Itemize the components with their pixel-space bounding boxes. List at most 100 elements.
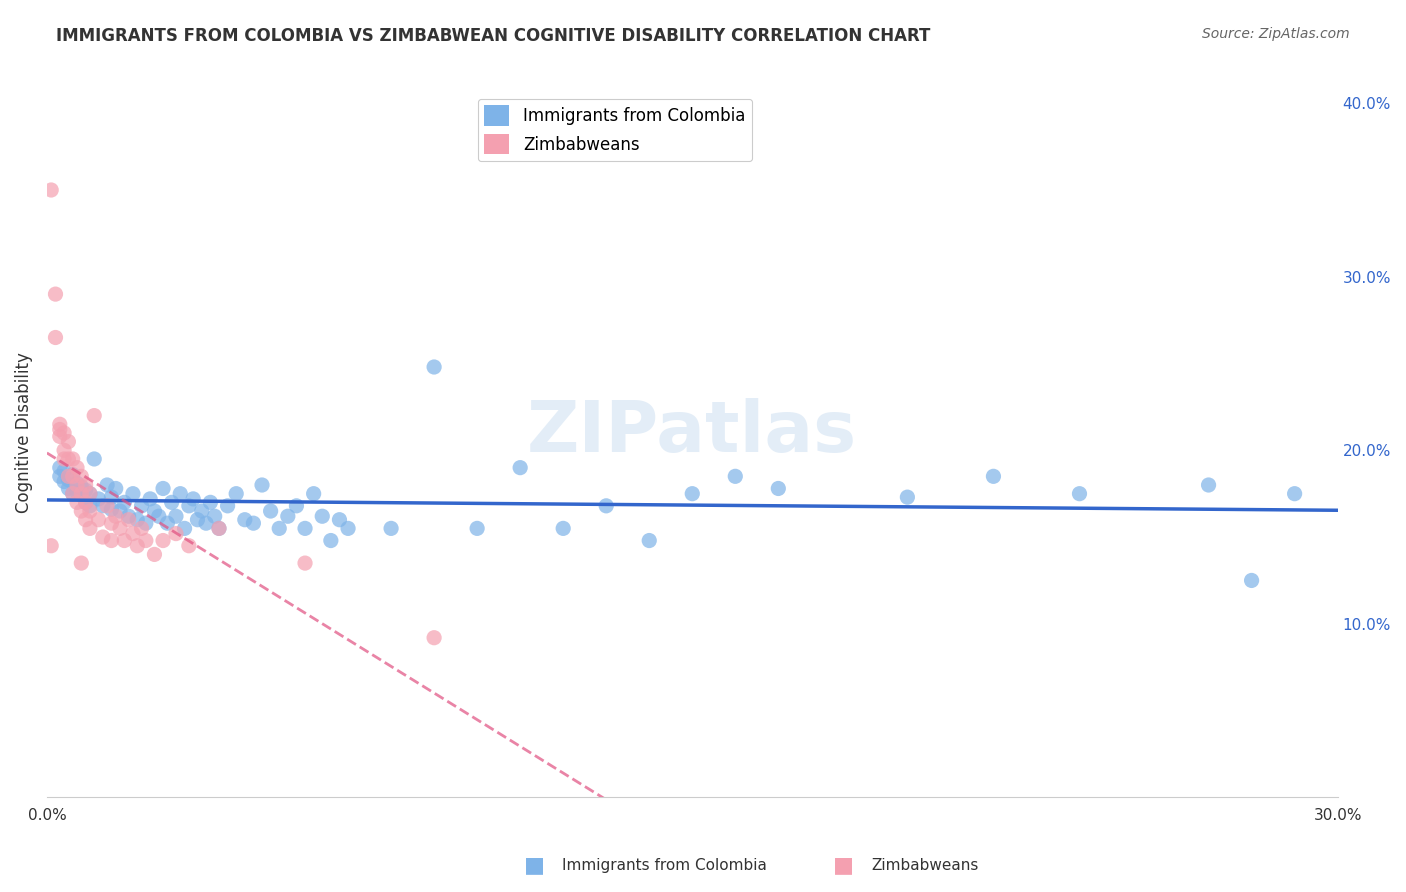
Immigrants from Colombia <box>1198 478 1220 492</box>
Zimbabweans <box>294 556 316 570</box>
Immigrants from Colombia <box>225 486 247 500</box>
Immigrants from Colombia <box>217 499 239 513</box>
Immigrants from Colombia <box>108 504 131 518</box>
Immigrants from Colombia <box>200 495 222 509</box>
Zimbabweans <box>66 478 89 492</box>
Immigrants from Colombia <box>311 509 333 524</box>
Zimbabweans <box>66 495 89 509</box>
Zimbabweans <box>131 521 153 535</box>
Zimbabweans <box>66 460 89 475</box>
Immigrants from Colombia <box>302 486 325 500</box>
Zimbabweans <box>58 469 80 483</box>
Immigrants from Colombia <box>896 490 918 504</box>
Immigrants from Colombia <box>195 516 218 531</box>
Immigrants from Colombia <box>638 533 661 548</box>
Zimbabweans <box>96 499 118 513</box>
Immigrants from Colombia <box>169 486 191 500</box>
Immigrants from Colombia <box>191 504 214 518</box>
Immigrants from Colombia <box>319 533 342 548</box>
Zimbabweans <box>165 526 187 541</box>
Immigrants from Colombia <box>160 495 183 509</box>
Text: 79: 79 <box>699 102 721 120</box>
Zimbabweans <box>87 513 110 527</box>
Immigrants from Colombia <box>509 460 531 475</box>
Immigrants from Colombia <box>62 486 84 500</box>
Immigrants from Colombia <box>177 499 200 513</box>
Zimbabweans <box>83 409 105 423</box>
Immigrants from Colombia <box>49 460 72 475</box>
Zimbabweans <box>70 486 93 500</box>
Immigrants from Colombia <box>768 482 790 496</box>
Zimbabweans <box>117 513 139 527</box>
Immigrants from Colombia <box>100 490 122 504</box>
Immigrants from Colombia <box>465 521 488 535</box>
Zimbabweans <box>108 521 131 535</box>
Text: ■: ■ <box>524 855 544 875</box>
Text: 50: 50 <box>699 130 721 148</box>
Zimbabweans <box>70 504 93 518</box>
Immigrants from Colombia <box>58 473 80 487</box>
Immigrants from Colombia <box>75 495 97 509</box>
Zimbabweans <box>75 513 97 527</box>
Immigrants from Colombia <box>233 513 256 527</box>
Zimbabweans <box>423 631 446 645</box>
Immigrants from Colombia <box>53 475 76 489</box>
Zimbabweans <box>44 330 66 344</box>
Zimbabweans <box>39 539 62 553</box>
Immigrants from Colombia <box>208 521 231 535</box>
Immigrants from Colombia <box>75 483 97 498</box>
Zimbabweans <box>79 504 101 518</box>
Immigrants from Colombia <box>58 482 80 496</box>
Text: 0.025: 0.025 <box>596 102 648 120</box>
Immigrants from Colombia <box>204 509 226 524</box>
Zimbabweans <box>104 509 127 524</box>
Immigrants from Colombia <box>83 452 105 467</box>
Y-axis label: Cognitive Disability: Cognitive Disability <box>15 352 32 514</box>
Text: ■: ■ <box>834 855 853 875</box>
Text: R =: R = <box>557 130 588 148</box>
Zimbabweans <box>58 452 80 467</box>
Immigrants from Colombia <box>173 521 195 535</box>
Immigrants from Colombia <box>135 516 157 531</box>
Zimbabweans <box>49 429 72 443</box>
Zimbabweans <box>100 533 122 548</box>
Text: -0.207: -0.207 <box>596 130 655 148</box>
Immigrants from Colombia <box>112 495 135 509</box>
Immigrants from Colombia <box>165 509 187 524</box>
Text: IMMIGRANTS FROM COLOMBIA VS ZIMBABWEAN COGNITIVE DISABILITY CORRELATION CHART: IMMIGRANTS FROM COLOMBIA VS ZIMBABWEAN C… <box>56 27 931 45</box>
Zimbabweans <box>49 417 72 432</box>
Text: Source: ZipAtlas.com: Source: ZipAtlas.com <box>1202 27 1350 41</box>
Zimbabweans <box>58 434 80 449</box>
Immigrants from Colombia <box>156 516 179 531</box>
Immigrants from Colombia <box>259 504 281 518</box>
Immigrants from Colombia <box>148 509 170 524</box>
Immigrants from Colombia <box>152 482 174 496</box>
Immigrants from Colombia <box>337 521 360 535</box>
Immigrants from Colombia <box>66 485 89 500</box>
Text: Immigrants from Colombia: Immigrants from Colombia <box>562 858 768 872</box>
Immigrants from Colombia <box>122 486 145 500</box>
Text: R =: R = <box>557 102 588 120</box>
Immigrants from Colombia <box>117 509 139 524</box>
Zimbabweans <box>44 287 66 301</box>
Zimbabweans <box>127 539 149 553</box>
Text: Zimbabweans: Zimbabweans <box>872 858 979 872</box>
Immigrants from Colombia <box>277 509 299 524</box>
Immigrants from Colombia <box>100 502 122 516</box>
Immigrants from Colombia <box>127 513 149 527</box>
Zimbabweans <box>112 533 135 548</box>
Immigrants from Colombia <box>139 491 162 506</box>
Immigrants from Colombia <box>250 478 273 492</box>
Immigrants from Colombia <box>70 488 93 502</box>
Immigrants from Colombia <box>70 480 93 494</box>
Zimbabweans <box>49 422 72 436</box>
Immigrants from Colombia <box>595 499 617 513</box>
Zimbabweans <box>62 452 84 467</box>
Zimbabweans <box>143 548 166 562</box>
Immigrants from Colombia <box>66 476 89 491</box>
Zimbabweans <box>70 469 93 483</box>
Zimbabweans <box>100 516 122 531</box>
Text: N =: N = <box>659 102 692 120</box>
Immigrants from Colombia <box>62 467 84 482</box>
Immigrants from Colombia <box>91 499 114 513</box>
